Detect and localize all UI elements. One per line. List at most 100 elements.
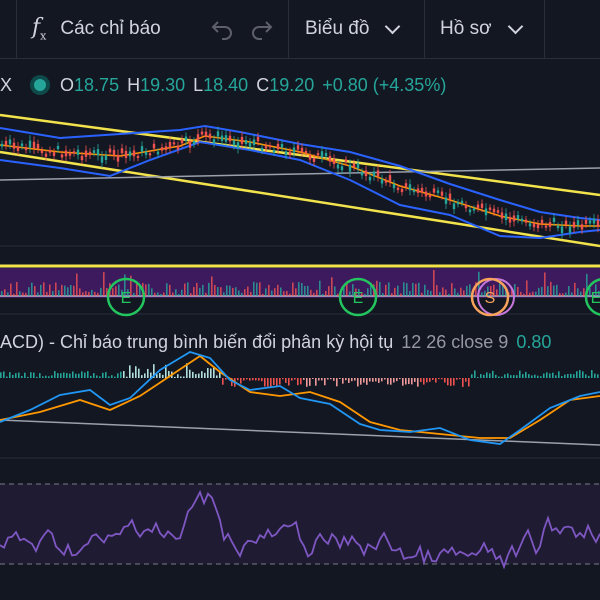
volume-bar [370, 282, 372, 296]
macd-histogram-bar [42, 376, 44, 378]
volume-bar [580, 291, 582, 296]
volume-bar [427, 289, 429, 296]
volume-bar [490, 286, 492, 296]
signal-marker-3[interactable]: S [470, 277, 515, 317]
macd-histogram-bar [168, 370, 170, 378]
macd-histogram-bar [180, 376, 182, 378]
volume-bar [175, 289, 177, 296]
volume-bar [154, 292, 156, 296]
undo-icon[interactable] [210, 18, 234, 40]
macd-histogram-bar [378, 378, 380, 383]
volume-bar [112, 288, 114, 296]
macd-histogram-bar [288, 378, 290, 386]
macd-histogram-bar [444, 378, 446, 383]
candle-body [428, 194, 432, 198]
candle-body [496, 210, 500, 213]
volume-bar [76, 273, 78, 296]
macd-histogram-bar [225, 378, 227, 380]
volume-bar [505, 289, 507, 296]
macd-histogram-bar [543, 373, 545, 378]
bollinger-upper-band [0, 124, 600, 221]
volume-bar [532, 291, 534, 296]
macd-histogram-bar [132, 372, 134, 378]
volume-bar [1, 291, 3, 296]
macd-histogram-bar [372, 378, 374, 382]
macd-histogram-bar [78, 373, 80, 378]
candle-body [516, 215, 520, 220]
rsi-pane[interactable] [0, 483, 600, 570]
profile-menu-button[interactable]: Hồ sơ [440, 0, 523, 58]
chart-menu-button[interactable]: Biểu đồ [305, 0, 401, 58]
signal-marker-1[interactable]: E [106, 277, 146, 317]
symbol-label[interactable]: X [0, 74, 13, 95]
channel-lower-trendline [0, 150, 600, 248]
volume-bar [334, 286, 336, 296]
redo-icon[interactable] [250, 18, 274, 40]
macd-pane[interactable] [0, 351, 600, 459]
volume-bar [415, 283, 417, 296]
volume-bar [226, 285, 228, 296]
macd-histogram-bar [141, 375, 143, 378]
indicators-button[interactable]: fx Các chỉ báo [32, 0, 161, 58]
volume-bar [100, 287, 102, 296]
candle-body [476, 204, 480, 209]
signal-marker-4[interactable]: E [584, 278, 600, 316]
candle-body [592, 218, 596, 224]
signal-marker-2[interactable]: E [338, 277, 378, 317]
macd-histogram-bar [498, 376, 500, 378]
volume-bar [511, 288, 513, 296]
volume-bar [184, 283, 186, 296]
volume-bar [496, 289, 498, 296]
volume-bar [493, 284, 495, 296]
volume-bar [289, 293, 291, 296]
volume-bar [376, 280, 378, 296]
volume-bar [49, 284, 51, 296]
candle-body [112, 150, 116, 156]
volume-bar [244, 289, 246, 296]
macd-histogram-bar [45, 375, 47, 378]
macd-legend[interactable]: ACD) - Chỉ báo trung bình biến đổi phân … [0, 332, 551, 353]
macd-histogram-bar [162, 374, 164, 378]
volume-bar [406, 283, 408, 296]
close-key: C [256, 74, 270, 95]
macd-histogram-bar [57, 373, 59, 378]
candle-body [332, 158, 336, 165]
volume-bar [592, 293, 594, 296]
candle-body [268, 145, 272, 148]
candle-body [176, 145, 180, 150]
candle-body [460, 200, 464, 204]
price-pane[interactable] [0, 113, 600, 268]
macd-histogram-bar [174, 376, 176, 378]
marker-label: S [485, 290, 496, 307]
macd-histogram-bar [207, 368, 209, 378]
candle-body [144, 151, 148, 155]
macd-histogram-bar [222, 378, 224, 385]
bollinger-lower-band [0, 140, 600, 240]
candle-body [48, 149, 52, 153]
volume-bar [364, 293, 366, 296]
volume-bar [58, 290, 60, 296]
macd-histogram-bar [354, 378, 356, 381]
macd-histogram-bar [405, 378, 407, 385]
volume-bar [106, 287, 108, 296]
candle-body [296, 145, 300, 150]
macd-histogram-bar [123, 371, 125, 378]
candle-body [264, 145, 268, 149]
volume-bar [181, 289, 183, 296]
candle-body [240, 136, 244, 144]
macd-histogram-bar [507, 373, 509, 378]
candle-body [244, 140, 248, 144]
volume-bar [178, 293, 180, 296]
candle-body [236, 142, 240, 149]
macd-histogram-bar [516, 375, 518, 378]
candle-body [464, 204, 468, 209]
volume-bar [121, 289, 123, 296]
candle-body [524, 219, 528, 223]
candle-body [432, 188, 436, 193]
macd-histogram-bar [501, 376, 503, 378]
candle-body [424, 191, 428, 197]
candle-body [120, 148, 124, 154]
macd-histogram-bar [195, 374, 197, 378]
volume-bar [151, 288, 153, 296]
